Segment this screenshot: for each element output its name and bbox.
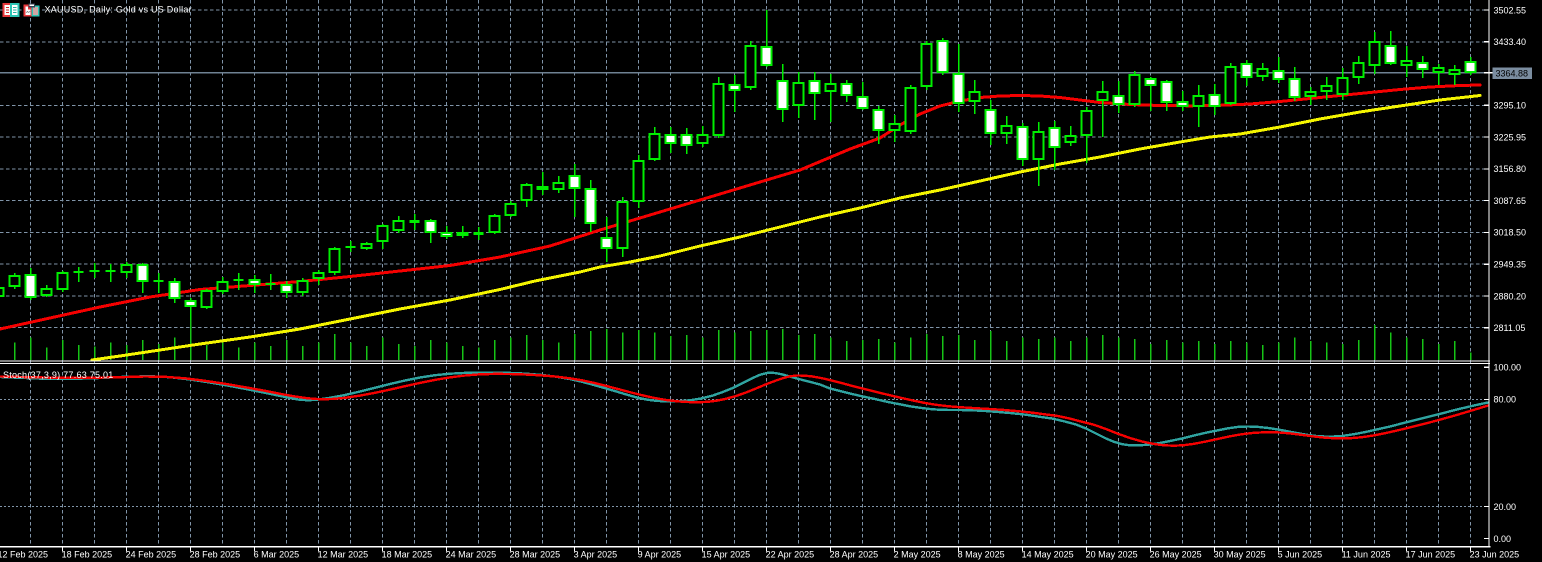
svg-text:24 Mar 2025: 24 Mar 2025	[446, 550, 497, 560]
svg-text:0.00: 0.00	[1494, 534, 1512, 544]
svg-text:24 Feb 2025: 24 Feb 2025	[126, 550, 177, 560]
svg-text:3087.65: 3087.65	[1494, 196, 1527, 206]
svg-text:28 Mar 2025: 28 Mar 2025	[510, 550, 561, 560]
svg-text:6 Mar 2025: 6 Mar 2025	[254, 550, 300, 560]
svg-text:28 Apr 2025: 28 Apr 2025	[830, 550, 879, 560]
svg-text:5 Jun 2025: 5 Jun 2025	[1278, 550, 1323, 560]
svg-text:80.00: 80.00	[1494, 395, 1517, 405]
svg-text:2811.05: 2811.05	[1494, 323, 1526, 333]
svg-text:XAUUSD, Daily: Gold vs US Dol: XAUUSD, Daily: Gold vs US Dollar	[45, 5, 192, 15]
svg-text:12 Mar 2025: 12 Mar 2025	[318, 550, 369, 560]
svg-text:9 Apr 2025: 9 Apr 2025	[638, 550, 682, 560]
svg-text:20 May 2025: 20 May 2025	[1086, 550, 1138, 560]
svg-text:22 Apr 2025: 22 Apr 2025	[766, 550, 815, 560]
svg-text:2 May 2025: 2 May 2025	[894, 550, 941, 560]
svg-text:3364.88: 3364.88	[1496, 68, 1529, 78]
svg-text:3433.40: 3433.40	[1494, 37, 1527, 47]
svg-text:2949.35: 2949.35	[1494, 260, 1527, 270]
svg-text:30 May 2025: 30 May 2025	[1214, 550, 1266, 560]
svg-text:15 Apr 2025: 15 Apr 2025	[702, 550, 751, 560]
svg-text:3295.10: 3295.10	[1494, 101, 1527, 111]
svg-text:14 May 2025: 14 May 2025	[1022, 550, 1074, 560]
svg-text:3 Apr 2025: 3 Apr 2025	[574, 550, 618, 560]
svg-text:23 Jun 2025: 23 Jun 2025	[1470, 550, 1520, 560]
svg-text:12 Feb 2025: 12 Feb 2025	[0, 550, 48, 560]
svg-text:18 Feb 2025: 18 Feb 2025	[62, 550, 113, 560]
svg-text:8 May 2025: 8 May 2025	[958, 550, 1005, 560]
svg-text:18 Mar 2025: 18 Mar 2025	[382, 550, 433, 560]
svg-text:3225.95: 3225.95	[1494, 132, 1527, 142]
svg-text:3018.50: 3018.50	[1494, 228, 1527, 238]
svg-text:Stoch(37,3,9) 77.63 75.01: Stoch(37,3,9) 77.63 75.01	[3, 370, 114, 380]
svg-text:20.00: 20.00	[1494, 502, 1517, 512]
svg-text:3502.55: 3502.55	[1494, 5, 1527, 15]
svg-text:26 May 2025: 26 May 2025	[1150, 550, 1202, 560]
svg-text:2880.20: 2880.20	[1494, 291, 1527, 301]
svg-text:11 Jun 2025: 11 Jun 2025	[1342, 550, 1391, 560]
svg-text:17 Jun 2025: 17 Jun 2025	[1406, 550, 1456, 560]
svg-text:28 Feb 2025: 28 Feb 2025	[190, 550, 241, 560]
svg-text:3156.80: 3156.80	[1494, 164, 1527, 174]
svg-text:100.00: 100.00	[1494, 363, 1522, 373]
